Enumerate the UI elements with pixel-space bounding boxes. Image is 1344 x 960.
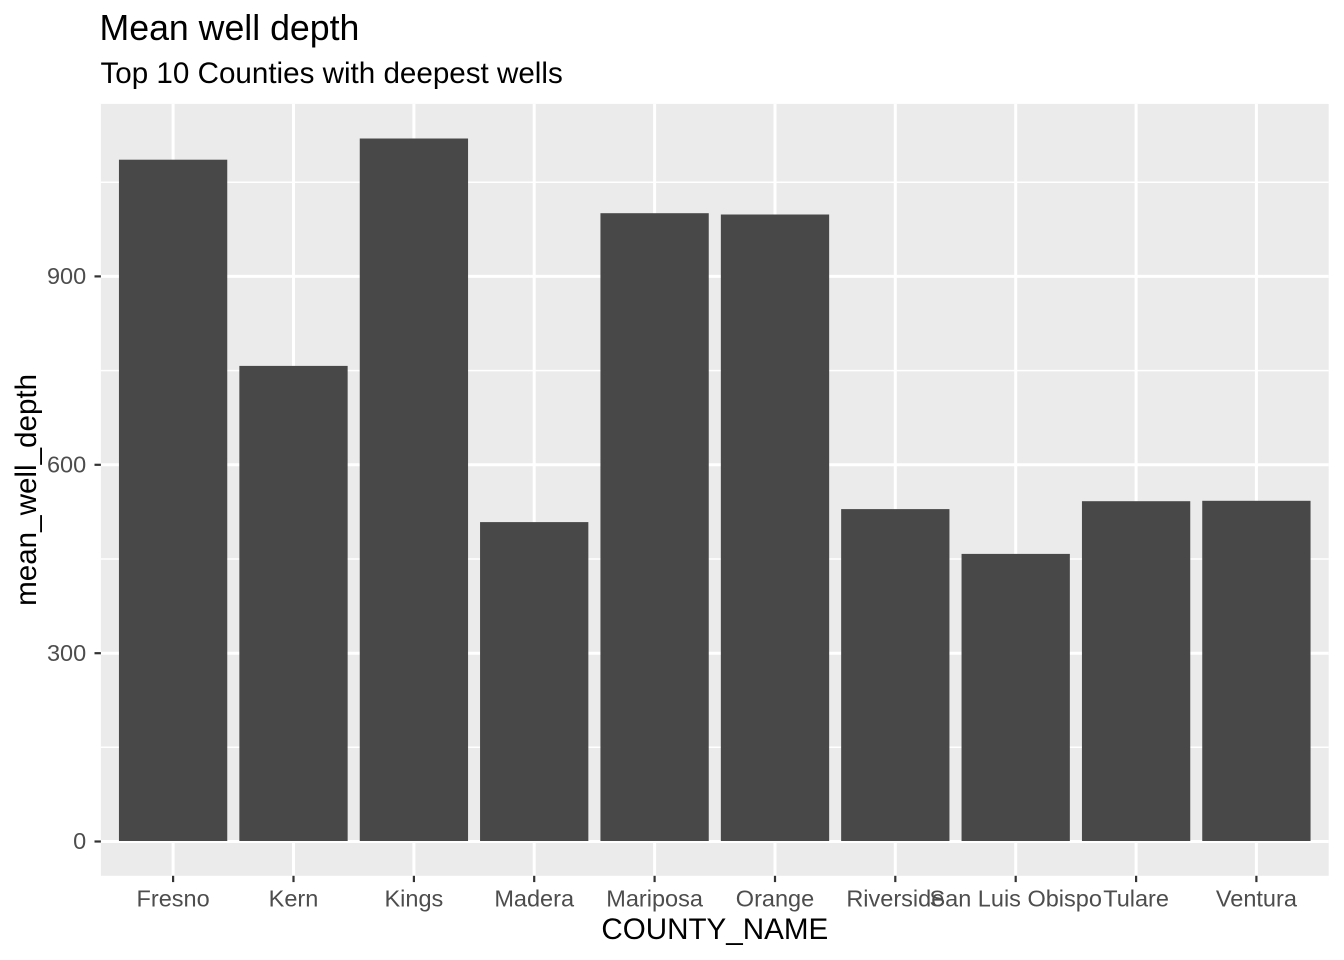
svg-text:Ventura: Ventura <box>1216 886 1298 912</box>
svg-text:Orange: Orange <box>736 886 814 912</box>
svg-text:Top 10 Counties with deepest w: Top 10 Counties with deepest wells <box>101 57 563 90</box>
svg-text:Tulare: Tulare <box>1103 886 1169 912</box>
svg-text:0: 0 <box>73 828 86 854</box>
svg-text:Fresno: Fresno <box>137 886 210 912</box>
svg-text:Madera: Madera <box>494 886 575 912</box>
svg-text:900: 900 <box>47 263 86 289</box>
svg-text:300: 300 <box>47 640 86 666</box>
svg-text:COUNTY_NAME: COUNTY_NAME <box>601 913 828 946</box>
svg-text:mean_well_depth: mean_well_depth <box>10 374 43 606</box>
svg-text:Kings: Kings <box>385 886 444 912</box>
svg-text:Kern: Kern <box>269 886 319 912</box>
svg-text:Mariposa: Mariposa <box>606 886 704 912</box>
svg-text:San Luis Obispo: San Luis Obispo <box>929 886 1101 912</box>
svg-text:Riverside: Riverside <box>846 886 944 912</box>
svg-text:Mean well depth: Mean well depth <box>100 8 360 48</box>
svg-text:600: 600 <box>47 452 86 478</box>
